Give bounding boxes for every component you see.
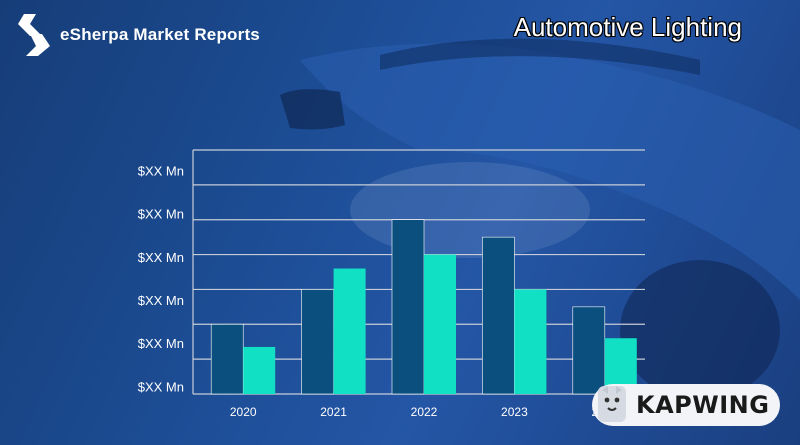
bar [572, 306, 606, 395]
bar [210, 323, 244, 395]
y-tick-label: $XX Mn [138, 163, 184, 178]
y-tick-label: $XX Mn [138, 293, 184, 308]
kapwing-mascot-icon [598, 386, 626, 422]
y-tick-label: $XX Mn [138, 207, 184, 222]
brand: eSherpa Market Reports [10, 10, 260, 60]
brand-name: eSherpa Market Reports [60, 25, 260, 44]
y-tick-label: $XX Mn [138, 336, 184, 351]
y-tick-label: $XX Mn [138, 250, 184, 265]
bar [243, 346, 276, 394]
bar [391, 219, 425, 395]
x-tick-label: 2020 [230, 405, 257, 419]
bar [424, 254, 456, 394]
y-tick-label: $XX Mn [138, 379, 184, 394]
chart-title: Automotive Lighting [513, 12, 742, 42]
bar [514, 289, 547, 394]
x-tick-label: 2022 [411, 405, 438, 419]
x-tick-label: 2023 [501, 405, 528, 419]
bar [301, 289, 334, 395]
esherpa-logo-icon [18, 14, 50, 56]
kapwing-label: KAPWING [636, 391, 770, 419]
bar [333, 268, 366, 394]
kapwing-watermark[interactable]: KAPWING [592, 384, 780, 426]
x-tick-label: 2021 [320, 405, 347, 419]
bar [482, 236, 515, 395]
